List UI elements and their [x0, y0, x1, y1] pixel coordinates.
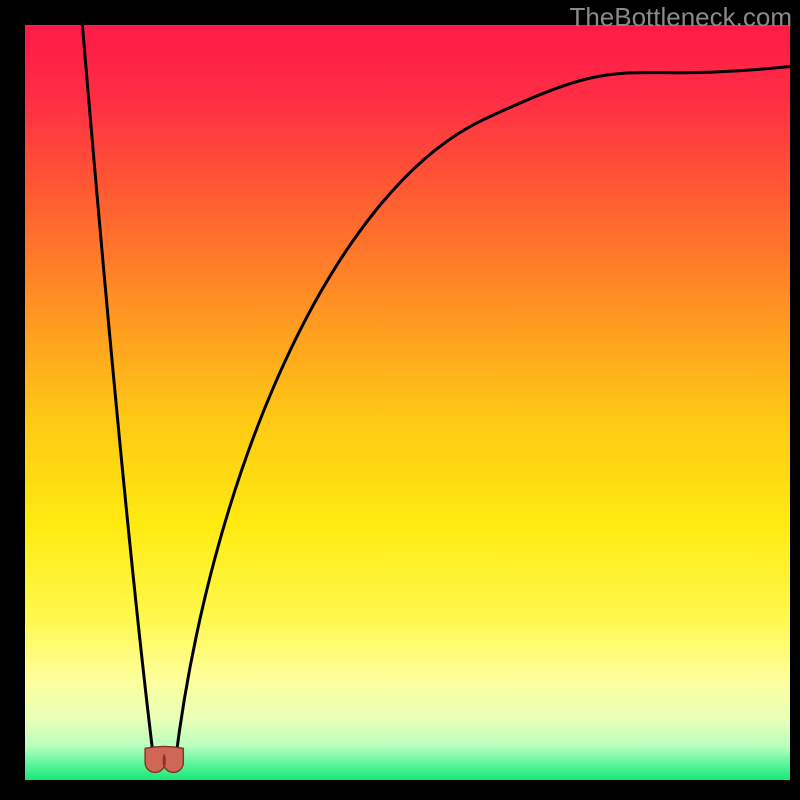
plot-area: [25, 25, 790, 780]
gradient-background: [25, 25, 790, 780]
bottleneck-chart-container: TheBottleneck.com: [0, 0, 800, 800]
chart-svg: [25, 25, 790, 780]
attribution-watermark: TheBottleneck.com: [569, 2, 792, 33]
